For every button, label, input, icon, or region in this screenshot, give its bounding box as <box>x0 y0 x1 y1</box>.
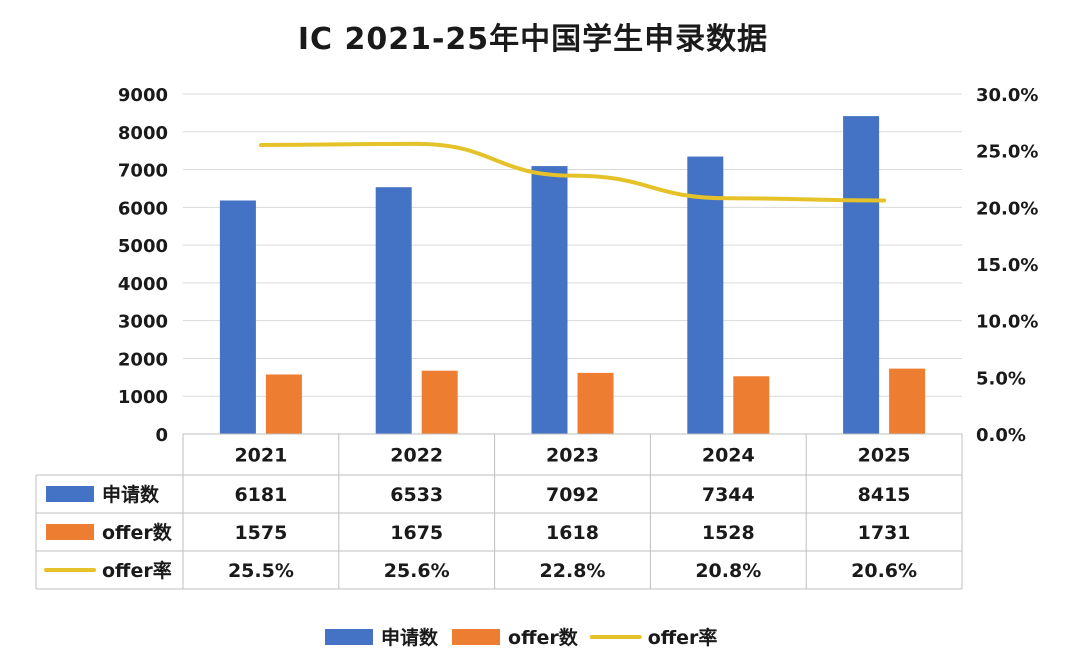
table-cell: 25.6% <box>384 560 450 582</box>
table-cell: 20.6% <box>851 560 917 582</box>
table-cell: 6533 <box>390 484 443 506</box>
y-left-tick-label: 6000 <box>118 198 168 219</box>
x-category-label: 2025 <box>858 445 911 467</box>
table-legend-key <box>46 486 94 502</box>
table-cell: 1675 <box>390 522 443 544</box>
legend-label: offer数 <box>508 626 579 649</box>
bar-申请数 <box>531 166 568 434</box>
bar-申请数 <box>843 116 880 434</box>
y-right-tick-label: 5.0% <box>976 368 1026 389</box>
y-right-tick-label: 15.0% <box>976 255 1038 276</box>
y-left-tick-label: 8000 <box>118 123 168 144</box>
table-cell: 1575 <box>234 522 287 544</box>
y-left-tick-label: 0 <box>155 425 168 446</box>
x-category-label: 2023 <box>546 445 599 467</box>
y-right-tick-label: 25.0% <box>976 142 1038 163</box>
table-cell: 8415 <box>858 484 911 506</box>
y-left-tick-label: 3000 <box>118 312 168 333</box>
table-row-label: offer率 <box>102 559 172 582</box>
x-category-label: 2022 <box>390 445 443 467</box>
bar-offer数 <box>421 370 458 434</box>
bar-申请数 <box>687 156 724 434</box>
bar-offer数 <box>889 368 926 434</box>
y-right-tick-label: 10.0% <box>976 312 1038 333</box>
legend-label: 申请数 <box>381 626 439 649</box>
y-left-tick-label: 4000 <box>118 274 168 295</box>
line-offer率 <box>258 141 887 203</box>
bar-offer数 <box>577 372 614 434</box>
bar-offer数 <box>733 376 770 434</box>
legend-label: offer率 <box>648 626 718 649</box>
table-cell: 6181 <box>234 484 287 506</box>
chart-title: IC 2021-25年中国学生申录数据 <box>297 22 769 57</box>
y-right-tick-label: 0.0% <box>976 425 1026 446</box>
y-right-tick-label: 30.0% <box>976 85 1038 106</box>
y-left-tick-label: 1000 <box>118 387 168 408</box>
x-category-label: 2024 <box>702 445 755 467</box>
table-cell: 22.8% <box>540 560 606 582</box>
table-cell: 20.8% <box>695 560 761 582</box>
legend-key <box>325 629 373 645</box>
table-row-label: offer数 <box>102 521 173 544</box>
x-category-label: 2021 <box>234 445 287 467</box>
table-cell: 25.5% <box>228 560 294 582</box>
y-left-tick-label: 2000 <box>118 349 168 370</box>
y-left-tick-label: 9000 <box>118 85 168 106</box>
table-legend-key <box>46 524 94 540</box>
table-cell: 7092 <box>546 484 599 506</box>
y-left-tick-label: 5000 <box>118 236 168 257</box>
y-left-tick-label: 7000 <box>118 161 168 182</box>
table-cell: 7344 <box>702 484 755 506</box>
bar-申请数 <box>375 187 412 434</box>
table-row-label: 申请数 <box>102 483 160 506</box>
table-cell: 1618 <box>546 522 599 544</box>
y-right-tick-label: 20.0% <box>976 198 1038 219</box>
legend-key <box>452 629 501 645</box>
bar-offer数 <box>265 374 302 434</box>
bar-申请数 <box>219 200 256 434</box>
table-cell: 1528 <box>702 522 755 544</box>
table-cell: 1731 <box>858 522 911 544</box>
